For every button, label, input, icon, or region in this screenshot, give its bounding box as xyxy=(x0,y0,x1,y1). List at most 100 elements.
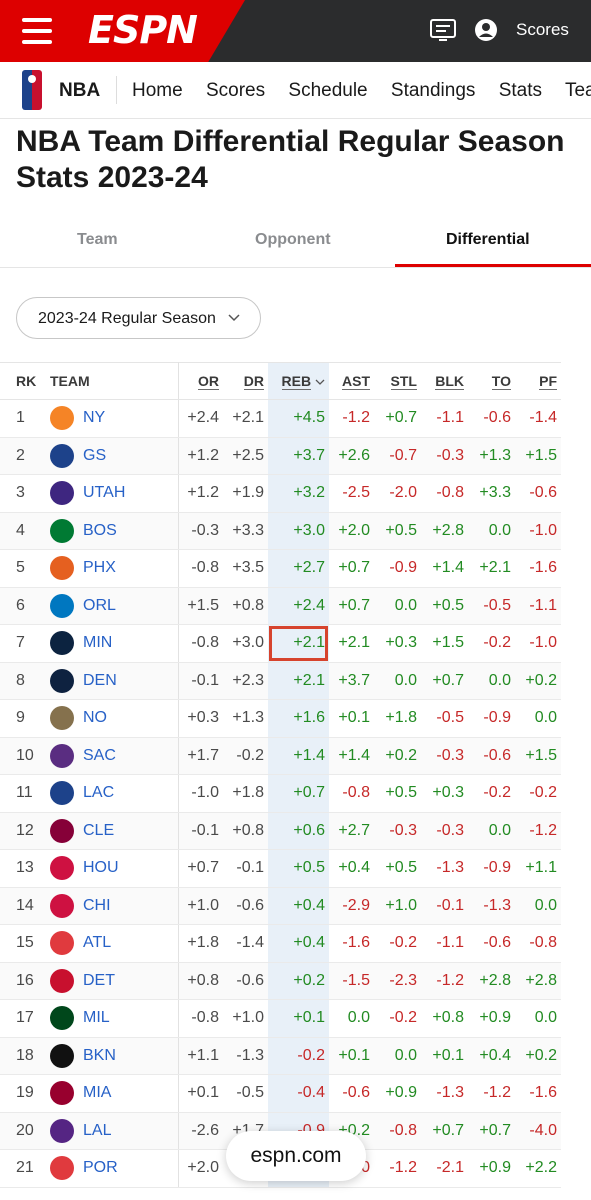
stat-cell-blk: +0.7 xyxy=(421,1112,468,1150)
nav-item-scores[interactable]: Scores xyxy=(205,80,266,101)
menu-icon[interactable] xyxy=(22,18,52,44)
team-logo-icon[interactable] xyxy=(50,781,74,806)
team-link[interactable]: BOS xyxy=(83,521,117,539)
team-logo-icon[interactable] xyxy=(50,668,74,693)
team-link[interactable]: GS xyxy=(83,446,107,464)
team-link[interactable]: LAL xyxy=(83,1121,112,1139)
stat-cell-or: +0.7 xyxy=(178,849,223,888)
nba-logo-icon[interactable] xyxy=(22,70,42,110)
team-logo-icon[interactable] xyxy=(50,1156,74,1181)
stat-cell-to: -0.5 xyxy=(468,587,515,625)
team-link[interactable]: CHI xyxy=(83,896,111,914)
team-link[interactable]: MIA xyxy=(83,1084,112,1102)
stat-cell-dr: -0.2 xyxy=(223,737,268,775)
team-logo-icon[interactable] xyxy=(50,443,74,468)
col-header-stl[interactable]: STL xyxy=(374,362,421,400)
team-link[interactable]: SAC xyxy=(83,746,116,764)
scores-link[interactable]: Scores xyxy=(516,20,569,39)
team-link[interactable]: PHX xyxy=(83,559,116,577)
tab-differential[interactable]: Differential xyxy=(446,231,530,248)
team-logo-icon[interactable] xyxy=(50,1006,74,1031)
team-link[interactable]: HOU xyxy=(83,859,119,877)
rank-cell: 2 xyxy=(0,437,42,475)
stat-cell-stl: 0.0 xyxy=(374,1037,421,1075)
team-logo-icon[interactable] xyxy=(50,1081,74,1106)
team-cell: LAL xyxy=(42,1112,179,1150)
team-logo-icon[interactable] xyxy=(50,706,74,731)
col-header-dr[interactable]: DR xyxy=(223,362,268,400)
team-link[interactable]: NO xyxy=(83,709,107,727)
team-link[interactable]: MIL xyxy=(83,1009,110,1027)
team-cell: SAC xyxy=(42,737,179,775)
team-link[interactable]: DEN xyxy=(83,671,117,689)
team-link[interactable]: CLE xyxy=(83,821,115,839)
tab-opponent[interactable]: Opponent xyxy=(255,231,331,248)
team-link[interactable]: ORL xyxy=(83,596,116,614)
stat-cell-stl: -0.9 xyxy=(374,549,421,588)
stat-cell-pf: -1.0 xyxy=(515,512,561,550)
team-logo-icon[interactable] xyxy=(50,406,74,431)
col-header-pf[interactable]: PF xyxy=(515,362,561,400)
rank-cell: 7 xyxy=(0,624,42,663)
team-link[interactable]: UTAH xyxy=(83,484,126,502)
nav-item-home[interactable]: Home xyxy=(132,80,183,101)
stat-cell-stl: -0.8 xyxy=(374,1112,421,1150)
rank-cell: 4 xyxy=(0,512,42,550)
stat-cell-reb: +0.6 xyxy=(268,812,329,850)
stat-cell-blk: -0.5 xyxy=(421,699,468,738)
table-row: 18 BKN +1.1 -1.3 -0.2 +0.1 0.0 +0.1 +0.4 +0.2 xyxy=(0,1037,561,1075)
team-link[interactable]: BKN xyxy=(83,1046,116,1064)
stat-cell-ast: -1.2 xyxy=(329,399,374,438)
season-select[interactable]: 2023-24 Regular Season xyxy=(16,297,261,339)
stat-cell-reb: +0.7 xyxy=(268,774,329,813)
team-logo-icon[interactable] xyxy=(50,856,74,881)
team-logo-icon[interactable] xyxy=(50,743,74,768)
team-link[interactable]: POR xyxy=(83,1159,118,1177)
team-link[interactable]: MIN xyxy=(83,634,113,652)
stat-cell-or: -2.6 xyxy=(178,1112,223,1150)
col-header-ast[interactable]: AST xyxy=(329,362,374,400)
col-header-reb[interactable]: REB xyxy=(268,362,329,400)
team-logo-icon[interactable] xyxy=(50,556,74,581)
team-logo-icon[interactable] xyxy=(50,818,74,843)
nav-item-stats[interactable]: Stats xyxy=(498,80,543,101)
espn-logo[interactable]: ESPN xyxy=(88,8,198,52)
stat-cell-blk: +1.4 xyxy=(421,549,468,588)
league-label[interactable]: NBA xyxy=(59,80,101,101)
team-logo-icon[interactable] xyxy=(50,968,74,993)
col-header-to[interactable]: TO xyxy=(468,362,515,400)
team-link[interactable]: DET xyxy=(83,971,115,989)
col-header-blk[interactable]: BLK xyxy=(421,362,468,400)
nav-item-standings[interactable]: Standings xyxy=(390,80,476,101)
team-logo-icon[interactable] xyxy=(50,481,74,506)
stat-cell-dr: +0.8 xyxy=(223,812,268,850)
nav-item-teams[interactable]: Tea xyxy=(564,80,591,101)
stat-cell-pf: +0.2 xyxy=(515,662,561,700)
team-logo-icon[interactable] xyxy=(50,931,74,956)
tab-team[interactable]: Team xyxy=(77,231,118,248)
team-logo-icon[interactable] xyxy=(50,631,74,656)
team-logo-icon[interactable] xyxy=(50,893,74,918)
stat-cell-pf: -1.4 xyxy=(515,399,561,438)
tv-icon[interactable] xyxy=(430,19,456,41)
team-logo-icon[interactable] xyxy=(50,518,74,543)
team-link[interactable]: LAC xyxy=(83,784,115,802)
team-logo-icon[interactable] xyxy=(50,593,74,618)
stat-cell-pf: +2.8 xyxy=(515,962,561,1000)
nav-item-schedule[interactable]: Schedule xyxy=(288,80,368,101)
col-header-or[interactable]: OR xyxy=(178,362,223,400)
team-cell: UTAH xyxy=(42,474,179,513)
stat-cell-blk: -1.3 xyxy=(421,1074,468,1113)
nav-divider xyxy=(116,76,117,104)
team-logo-icon[interactable] xyxy=(50,1043,74,1068)
team-cell: ORL xyxy=(42,587,179,625)
team-link[interactable]: NY xyxy=(83,409,106,427)
stat-cell-to: 0.0 xyxy=(468,512,515,550)
user-icon[interactable] xyxy=(474,18,498,42)
table-row: 3 UTAH +1.2 +1.9 +3.2 -2.5 -2.0 -0.8 +3.3 -0.6 xyxy=(0,474,561,513)
stat-cell-or: -0.1 xyxy=(178,662,223,700)
stat-cell-reb: +4.5 xyxy=(268,399,329,438)
team-logo-icon[interactable] xyxy=(50,1118,74,1143)
stat-cell-to: +0.7 xyxy=(468,1112,515,1150)
team-link[interactable]: ATL xyxy=(83,934,112,952)
